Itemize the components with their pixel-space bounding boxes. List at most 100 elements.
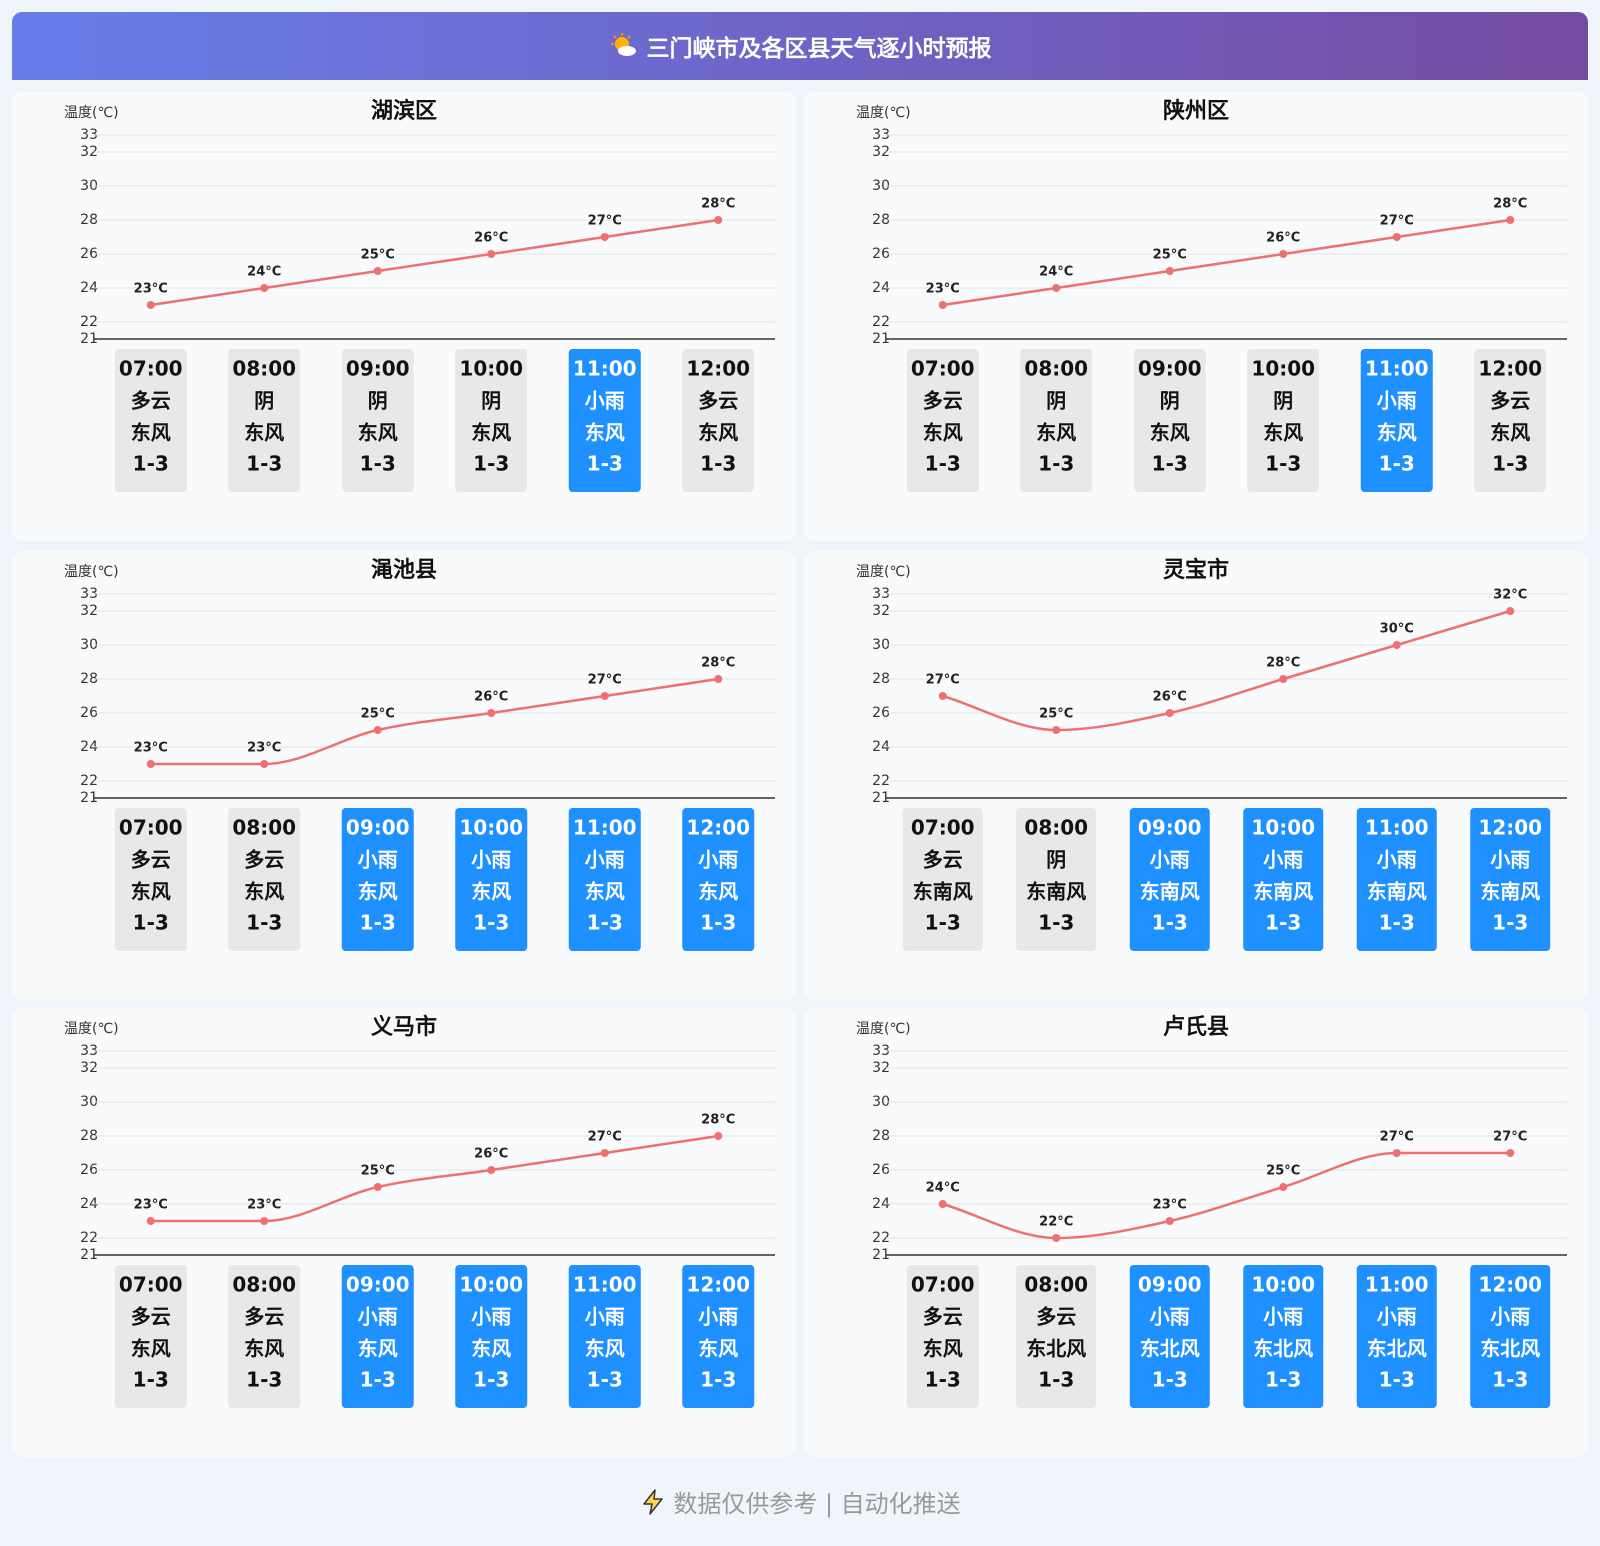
data-point (1052, 1234, 1061, 1242)
hour-card (455, 349, 528, 492)
data-point (1279, 250, 1288, 258)
card-weather: 阴 (1160, 389, 1180, 413)
temperature-line (942, 609, 1511, 732)
card-time: 12:00 (686, 816, 750, 840)
card-wind: 东风 (1490, 421, 1530, 445)
data-point (487, 250, 496, 258)
card-wind-level: 1-3 (1492, 911, 1528, 935)
card-wind-level: 1-3 (1492, 1368, 1528, 1392)
card-wind-level: 1-3 (246, 911, 282, 935)
value-label: 23°C (247, 1198, 281, 1213)
y-tick-label: 22 (80, 314, 98, 330)
data-point (1279, 675, 1288, 683)
card-wind: 东南风 (1026, 880, 1086, 904)
value-label: 23°C (134, 741, 168, 756)
hour-card (1016, 1265, 1097, 1408)
card-time: 10:00 (459, 1273, 523, 1297)
card-wind-level: 1-3 (925, 452, 961, 476)
card-time: 07:00 (911, 816, 975, 840)
hour-card (228, 808, 301, 951)
value-label: 27°C (926, 673, 960, 688)
footer: 数据仅供参考 | 自动化推送 (0, 1484, 1600, 1519)
card-time: 12:00 (1478, 1273, 1542, 1297)
y-tick-label: 28 (872, 1128, 890, 1144)
data-point (1279, 1183, 1288, 1191)
value-label: 30°C (1380, 622, 1414, 637)
card-time: 11:00 (1365, 816, 1429, 840)
card-wind: 东风 (1263, 421, 1303, 445)
value-label: 27°C (1380, 214, 1414, 229)
data-point (1506, 1149, 1515, 1157)
y-tick-label: 21 (80, 1247, 98, 1263)
card-time: 11:00 (573, 357, 637, 381)
card-time: 10:00 (459, 357, 523, 381)
card-wind: 东风 (244, 1337, 284, 1361)
district-panel: 卢氏县 温度(℃) 21 22 24 26 28 30 32 33 24°C 07:00 多云 东风 1-3… (804, 1008, 1588, 1457)
hour-card (1243, 1265, 1324, 1408)
y-tick-label: 33 (80, 127, 98, 143)
y-tick-label: 24 (80, 280, 98, 296)
card-wind: 东风 (698, 1337, 738, 1361)
card-time: 09:00 (346, 1273, 410, 1297)
y-tick-label: 26 (80, 705, 98, 721)
hour-card (228, 349, 301, 492)
card-wind-level: 1-3 (587, 911, 623, 935)
card-time: 09:00 (1138, 357, 1202, 381)
y-tick-label: 32 (80, 144, 98, 160)
y-tick-label: 26 (872, 705, 890, 721)
card-time: 10:00 (1251, 357, 1315, 381)
card-weather: 小雨 (1263, 848, 1303, 872)
card-wind: 东风 (131, 421, 171, 445)
hour-card (1243, 808, 1324, 951)
card-weather: 小雨 (1150, 848, 1190, 872)
hour-card (1474, 349, 1547, 492)
value-label: 23°C (1153, 1198, 1187, 1213)
hour-card (906, 1265, 979, 1408)
card-time: 08:00 (1024, 816, 1088, 840)
temperature-line (150, 1134, 719, 1223)
card-wind: 东风 (1377, 421, 1417, 445)
y-tick-label: 22 (80, 1230, 98, 1246)
y-tick-label: 32 (872, 603, 890, 619)
card-weather: 多云 (131, 848, 171, 872)
hour-card (1356, 1265, 1437, 1408)
data-point (600, 1149, 609, 1157)
y-tick-label: 33 (872, 127, 890, 143)
card-wind: 东风 (471, 1337, 511, 1361)
data-point (1392, 641, 1401, 649)
card-weather: 多云 (923, 1305, 963, 1329)
card-weather: 多云 (698, 389, 738, 413)
value-label: 25°C (1153, 248, 1187, 263)
card-wind-level: 1-3 (1152, 1368, 1188, 1392)
card-wind-level: 1-3 (1379, 1368, 1415, 1392)
y-tick-label: 28 (872, 671, 890, 687)
y-tick-label: 28 (80, 1128, 98, 1144)
card-weather: 多云 (244, 848, 284, 872)
card-time: 07:00 (119, 1273, 183, 1297)
card-weather: 多云 (131, 389, 171, 413)
value-label: 27°C (1493, 1130, 1527, 1145)
value-label: 24°C (247, 265, 281, 280)
card-weather: 小雨 (358, 848, 398, 872)
y-tick-label: 30 (80, 178, 98, 194)
y-tick-label: 32 (80, 1060, 98, 1076)
card-wind-level: 1-3 (360, 452, 396, 476)
hour-card (1356, 808, 1437, 951)
district-panel: 义马市 温度(℃) 21 22 24 26 28 30 32 33 23°C 07:00 多云 东风 1-3… (12, 1008, 796, 1457)
card-weather: 小雨 (1377, 848, 1417, 872)
card-time: 07:00 (911, 357, 975, 381)
data-point (1392, 233, 1401, 241)
hour-card (1133, 349, 1206, 492)
data-point (938, 1200, 947, 1208)
card-weather: 多云 (244, 1305, 284, 1329)
card-weather: 小雨 (585, 848, 625, 872)
card-wind-level: 1-3 (1265, 452, 1301, 476)
card-weather: 小雨 (698, 1305, 738, 1329)
value-label: 23°C (247, 741, 281, 756)
card-time: 07:00 (911, 1273, 975, 1297)
card-wind: 东风 (471, 880, 511, 904)
card-wind-level: 1-3 (133, 452, 169, 476)
